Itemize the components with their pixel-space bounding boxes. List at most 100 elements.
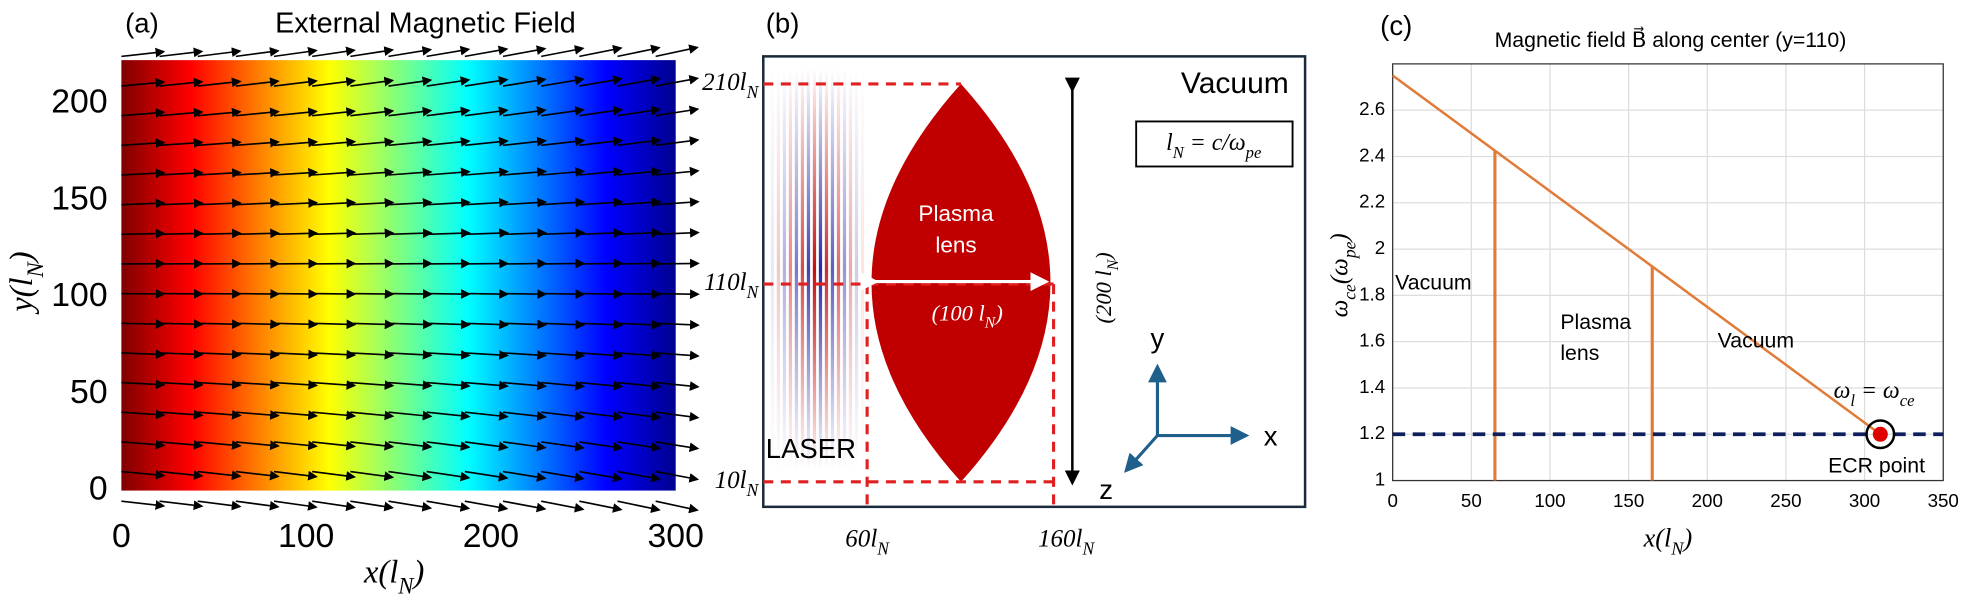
y-tick-label: 1.6 [1359, 330, 1385, 351]
field-arrow [274, 319, 319, 330]
field-arrow [502, 500, 547, 513]
field-arrow [197, 440, 242, 450]
field-arrow [274, 228, 319, 239]
laser-stripe [836, 68, 841, 470]
field-arrow [541, 45, 585, 58]
field-arrow [464, 441, 509, 452]
field-arrow [541, 441, 585, 452]
field-arrow [273, 440, 318, 451]
label: ωce(ωpe) [1326, 233, 1359, 317]
label-part: ) [1326, 233, 1353, 243]
axis-x: x [1264, 420, 1278, 451]
x-tick-label: 300 [648, 517, 704, 555]
field-arrow [388, 106, 433, 117]
field-arrow [235, 107, 280, 118]
label-part: = c/ω [1184, 131, 1246, 157]
field-arrow [502, 441, 547, 452]
field-arrow [235, 440, 280, 451]
field-arrow [579, 166, 624, 177]
field-arrow [388, 319, 433, 330]
field-arrow [655, 74, 700, 87]
field-arrow [235, 319, 281, 330]
field-arrow [159, 470, 204, 480]
field-arrow [579, 105, 624, 117]
x-tick-label: 0 [112, 517, 131, 555]
field-arrow [388, 500, 433, 512]
field-arrow [464, 500, 509, 513]
laser-stripe [812, 68, 817, 470]
field-arrow [655, 319, 700, 330]
laser-stripe [824, 68, 829, 470]
region-label: lens [1560, 341, 1599, 365]
field-arrow [617, 197, 662, 208]
field-arrow [617, 136, 662, 147]
field-arrow [655, 258, 700, 269]
laser-stripe [854, 68, 859, 470]
field-arrow [541, 380, 586, 391]
field-arrow [273, 46, 318, 58]
field-arrow [579, 289, 624, 299]
subscript: N [746, 82, 760, 102]
label: 10lN [715, 467, 760, 500]
label-part: x(l [1643, 524, 1672, 553]
field-arrow [312, 470, 357, 481]
subscript: l [1850, 391, 1855, 410]
laser-stripe [830, 68, 835, 470]
field-arrow [464, 470, 509, 482]
field-arrow [121, 198, 166, 209]
laser-stripe [842, 68, 847, 470]
laser-stripe [818, 68, 823, 470]
x-tick-label: 0 [1387, 490, 1397, 511]
label-part: 60l [845, 525, 877, 552]
unit-box [1135, 120, 1294, 168]
field-arrow [197, 500, 242, 511]
field-arrow [273, 500, 318, 511]
label: x(lN) [1643, 524, 1693, 559]
field-arrow [579, 380, 624, 391]
label-part: = ω [1855, 378, 1900, 404]
label-part: ) [411, 555, 424, 591]
field-arrow [197, 228, 242, 239]
field-arrow [273, 198, 319, 208]
field-arrow [197, 349, 242, 360]
subscript: N [984, 315, 997, 332]
field-arrow [579, 500, 623, 513]
field-arrow [502, 167, 548, 177]
label-part: l [1166, 131, 1173, 157]
field-arrow [579, 319, 624, 330]
laser-stripe [860, 68, 865, 470]
field-arrow [159, 349, 204, 360]
region-label: Vacuum [1718, 328, 1794, 352]
field-arrow [235, 379, 280, 390]
field-arrow [350, 440, 395, 451]
laser-stripe [800, 68, 805, 470]
field-arrow [502, 350, 548, 360]
region-label: Vacuum [1181, 67, 1289, 100]
field-arrow [312, 107, 357, 117]
laser-stripe [806, 68, 811, 470]
field-arrow [350, 410, 395, 421]
x-tick-label: 200 [1692, 490, 1723, 511]
field-arrow [159, 379, 204, 390]
field-arrow [121, 349, 166, 360]
field-arrow [312, 380, 357, 390]
field-arrow [350, 380, 395, 390]
field-arrow [541, 136, 586, 147]
field-arrow [312, 46, 356, 58]
laser-pulse [770, 68, 865, 470]
field-arrow [159, 47, 204, 58]
field-arrow [617, 411, 662, 422]
laser-stripe [770, 68, 775, 470]
field-arrow [655, 381, 700, 391]
field-arrow [579, 411, 624, 422]
field-arrow [655, 228, 700, 238]
subscript: N [23, 260, 48, 278]
field-arrow [159, 409, 204, 420]
y-tick-label: 200 [51, 83, 107, 121]
field-arrow [235, 137, 280, 148]
field-arrow [617, 105, 662, 117]
field-arrow [312, 500, 356, 512]
region-label: Plasma [1560, 310, 1631, 334]
field-arrow [464, 167, 509, 178]
